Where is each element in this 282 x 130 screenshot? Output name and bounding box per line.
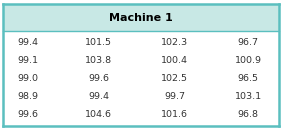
Text: 96.7: 96.7 [238,38,259,47]
FancyBboxPatch shape [3,4,279,31]
Text: 99.4: 99.4 [18,38,39,47]
Text: 99.1: 99.1 [18,56,39,65]
Text: 100.4: 100.4 [161,56,188,65]
Text: 101.5: 101.5 [85,38,112,47]
Text: 104.6: 104.6 [85,110,112,119]
Text: 103.8: 103.8 [85,56,112,65]
Text: 102.3: 102.3 [161,38,188,47]
Text: 101.6: 101.6 [161,110,188,119]
Text: 102.5: 102.5 [161,74,188,83]
Text: 100.9: 100.9 [235,56,262,65]
Text: 98.9: 98.9 [18,92,39,101]
Text: 103.1: 103.1 [235,92,262,101]
Text: Machine 1: Machine 1 [109,13,173,22]
Text: 96.8: 96.8 [238,110,259,119]
Text: 99.7: 99.7 [164,92,185,101]
Text: 96.5: 96.5 [238,74,259,83]
Text: 99.4: 99.4 [88,92,109,101]
FancyBboxPatch shape [3,31,279,126]
Text: 99.0: 99.0 [18,74,39,83]
Text: 99.6: 99.6 [88,74,109,83]
Text: 99.6: 99.6 [18,110,39,119]
